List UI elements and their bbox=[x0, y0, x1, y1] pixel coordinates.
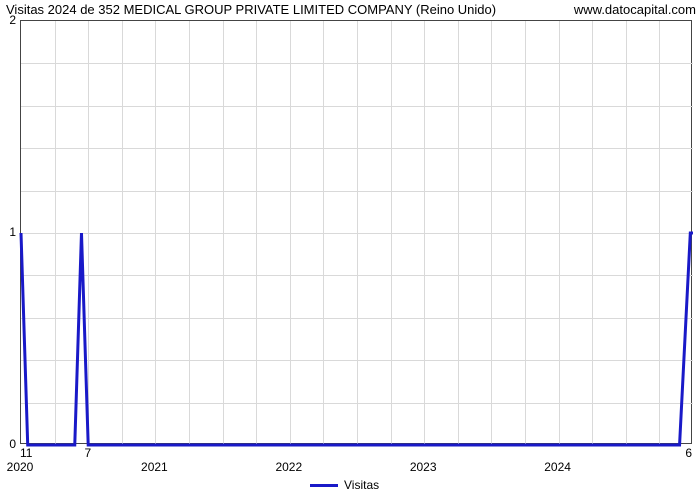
legend-swatch bbox=[310, 484, 338, 487]
x-tick-label: 2024 bbox=[544, 460, 571, 474]
x-tick-label: 2023 bbox=[410, 460, 437, 474]
chart-plot-area bbox=[20, 20, 692, 444]
x-tick-label: 2020 bbox=[7, 460, 34, 474]
chart-title: Visitas 2024 de 352 MEDICAL GROUP PRIVAT… bbox=[6, 2, 496, 17]
legend-label: Visitas bbox=[344, 478, 379, 492]
x-tick-label: 2022 bbox=[275, 460, 302, 474]
under-number: 7 bbox=[85, 446, 92, 460]
y-tick-label: 0 bbox=[6, 437, 16, 451]
series-line bbox=[21, 21, 693, 445]
chart-legend: Visitas bbox=[310, 478, 379, 492]
under-number: 11 bbox=[20, 446, 32, 460]
x-tick-label: 2021 bbox=[141, 460, 168, 474]
under-number: 6 bbox=[685, 446, 692, 460]
y-tick-label: 1 bbox=[6, 225, 16, 239]
y-tick-label: 2 bbox=[6, 13, 16, 27]
watermark-text: www.datocapital.com bbox=[574, 2, 696, 17]
